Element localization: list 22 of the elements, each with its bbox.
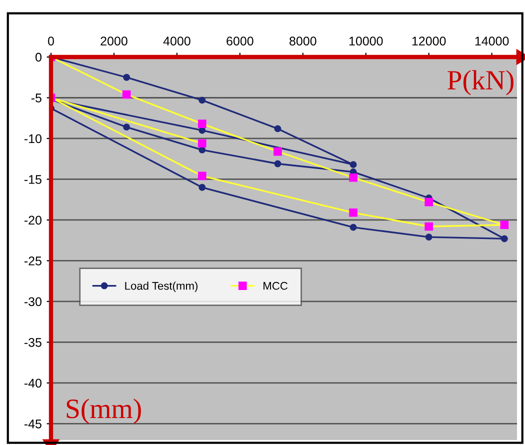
legend-label: MCC xyxy=(264,282,288,290)
y-tick-label: 0 xyxy=(36,52,42,62)
x-tick-label: 14000 xyxy=(475,36,509,46)
y-tick-label: -15 xyxy=(24,175,42,184)
x-tick-label: 4000 xyxy=(163,36,190,46)
y-tick-label: -40 xyxy=(24,378,42,388)
y-tick-label: -30 xyxy=(24,297,42,306)
y-tick-label: -5 xyxy=(31,94,42,102)
y-tick-label: -20 xyxy=(24,216,42,225)
x-tick-label: 12000 xyxy=(412,36,446,46)
x-tick-label: 0 xyxy=(48,36,54,46)
y-axis-title: S(mm) xyxy=(66,398,141,424)
x-tick-label: 10000 xyxy=(349,36,383,46)
x-tick-label: 8000 xyxy=(290,36,316,46)
x-axis-title: P(kN) xyxy=(448,70,514,96)
y-tick-label: -35 xyxy=(24,338,42,347)
y-tick-label: -10 xyxy=(24,134,42,144)
y-tick-label: -25 xyxy=(24,256,42,266)
legend-label: Load Test(mm) xyxy=(125,282,198,292)
y-tick-label: -45 xyxy=(24,420,42,428)
x-tick-label: 6000 xyxy=(226,36,254,46)
x-tick-label: 2000 xyxy=(100,36,128,46)
